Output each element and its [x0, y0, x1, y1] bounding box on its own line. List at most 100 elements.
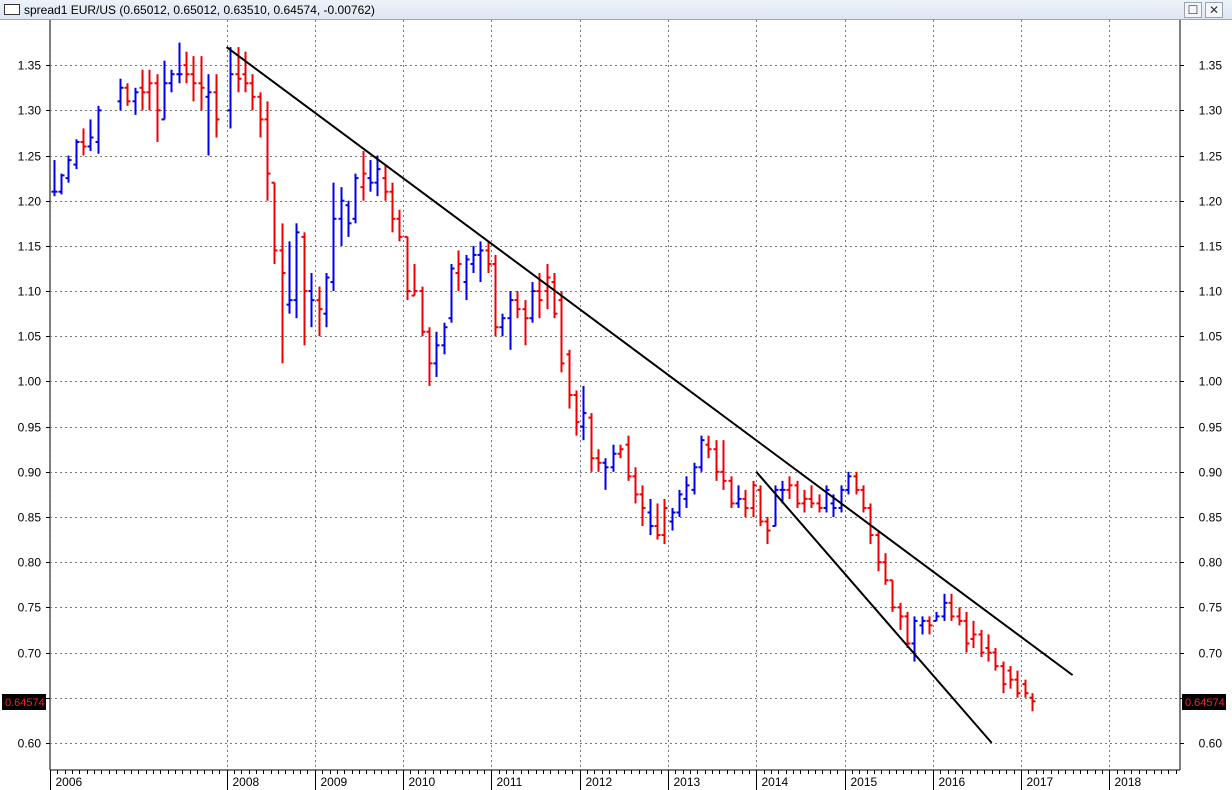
- ohlc-bar: [198, 56, 205, 111]
- x-tick-label: 2011: [497, 775, 523, 789]
- ohlc-bar: [661, 498, 668, 545]
- ohlc-bar: [146, 69, 153, 111]
- y-tick-label: 0.80: [18, 556, 42, 570]
- ohlc-bar: [757, 485, 764, 527]
- ohlc-bar: [301, 232, 308, 346]
- y-tick-label: 0.80: [1199, 556, 1223, 570]
- ohlc-bar: [904, 611, 911, 649]
- ohlc-bar: [124, 83, 131, 106]
- ohlc-bar: [87, 119, 94, 152]
- ohlc-bar: [676, 489, 683, 517]
- ohlc-bar: [352, 173, 359, 224]
- ohlc-bar: [448, 263, 455, 323]
- ohlc-bar: [867, 503, 874, 545]
- grid-lines: [50, 20, 1180, 770]
- ohlc-bar: [154, 74, 161, 142]
- ohlc-bar: [161, 60, 168, 121]
- y-tick-label: 0.90: [1199, 466, 1223, 480]
- restore-button[interactable]: ☐: [1184, 2, 1202, 18]
- trendline: [755, 471, 993, 744]
- x-tick-label: 2006: [56, 775, 83, 789]
- ohlc-bar: [404, 235, 411, 301]
- ohlc-bar: [816, 494, 823, 513]
- ohlc-bar: [132, 87, 139, 115]
- x-tick-label: 2017: [1027, 775, 1054, 789]
- ohlc-bar: [316, 286, 323, 337]
- ohlc-bar: [51, 160, 58, 197]
- y-tick-label: 1.25: [18, 150, 42, 164]
- ohlc-bar: [882, 553, 889, 585]
- ohlc-bar: [58, 173, 65, 195]
- ohlc-bar: [558, 291, 565, 373]
- ohlc-bar: [257, 92, 264, 138]
- ohlc-bar: [875, 530, 882, 572]
- ohlc-bar: [654, 503, 661, 540]
- ohlc-bar: [1000, 661, 1007, 694]
- x-tick-label: 2018: [1115, 775, 1142, 789]
- last-price-box: [1182, 694, 1226, 710]
- ohlc-bar: [669, 507, 676, 531]
- ohlc-bar: [845, 471, 852, 495]
- ohlc-bar: [374, 155, 381, 197]
- ohlc-bar: [338, 187, 345, 246]
- ohlc-bar: [485, 241, 492, 274]
- close-button[interactable]: ✕: [1205, 2, 1223, 18]
- ohlc-bar: [441, 322, 448, 355]
- ohlc-bar: [205, 74, 212, 156]
- x-tick-label: 2009: [321, 775, 348, 789]
- left-price-axis: 0.60 0.70 0.75 0.80 0.85 0.90 0.95 1.00 1.05 1.10…: [18, 59, 50, 751]
- ohlc-bar: [286, 241, 293, 314]
- ohlc-bar: [602, 458, 609, 490]
- ohlc-bar: [647, 498, 654, 536]
- ohlc-bar: [808, 485, 815, 508]
- x-tick-label: 2008: [233, 775, 260, 789]
- ohlc-bar: [764, 516, 771, 545]
- y-tick-label: 1.05: [18, 330, 42, 344]
- y-tick-label: 0.75: [18, 601, 42, 615]
- y-tick-label: 0.60: [1199, 737, 1223, 751]
- ohlc-bar: [1014, 670, 1021, 698]
- right-price-axis: 0.60 0.70 0.75 0.80 0.85 0.90 0.95 1.00 1.05 1.10…: [1180, 59, 1222, 751]
- window-title: spread1 EUR/US (0.65012, 0.65012, 0.6351…: [24, 3, 375, 17]
- last-price-value: 0.64574: [5, 697, 45, 709]
- y-tick-label: 1.25: [1199, 150, 1223, 164]
- ohlc-bar: [264, 101, 271, 201]
- ohlc-bar: [213, 74, 220, 138]
- x-tick-label: 2013: [674, 775, 701, 789]
- ohlc-bar: [499, 313, 506, 337]
- ohlc-bar: [176, 42, 183, 84]
- ohlc-bar: [566, 349, 573, 409]
- ohlc-bar: [860, 485, 867, 513]
- ohlc-bar: [639, 485, 646, 527]
- ohlc-bar: [992, 648, 999, 671]
- ohlc-bar: [838, 485, 845, 513]
- ohlc-bar: [360, 151, 367, 201]
- y-tick-label: 0.95: [18, 421, 42, 435]
- y-tick-label: 1.35: [1199, 59, 1223, 73]
- y-tick-label: 0.75: [1199, 601, 1223, 615]
- ohlc-bar: [933, 611, 940, 622]
- ohlc-bar: [522, 300, 529, 346]
- ohlc-bar: [779, 480, 786, 504]
- x-tick-label: 2012: [586, 775, 613, 789]
- ohlc-bar: [117, 78, 124, 111]
- y-tick-label: 0.95: [1199, 421, 1223, 435]
- ohlc-bar: [1022, 679, 1029, 698]
- ohlc-bar: [271, 181, 278, 264]
- y-tick-label: 0.60: [18, 737, 42, 751]
- last-price-box: [2, 694, 46, 710]
- ohlc-bar: [242, 51, 249, 93]
- ohlc-bar: [573, 390, 580, 436]
- ohlc-bar: [411, 263, 418, 297]
- ohlc-bar: [433, 331, 440, 377]
- y-tick-label: 0.85: [1199, 511, 1223, 525]
- ohlc-bar: [625, 435, 632, 481]
- ohlc-bar: [190, 56, 197, 102]
- ohlc-bar: [507, 291, 514, 350]
- ohlc-bar: [742, 489, 749, 517]
- price-chart: 0.60 0.70 0.75 0.80 0.85 0.90 0.95 1.00 1.05 1.10…: [2, 20, 1226, 790]
- ohlc-bar: [580, 385, 587, 441]
- y-tick-label: 1.10: [1199, 285, 1223, 299]
- ohlc-bar: [396, 209, 403, 242]
- y-tick-label: 1.30: [1199, 104, 1223, 118]
